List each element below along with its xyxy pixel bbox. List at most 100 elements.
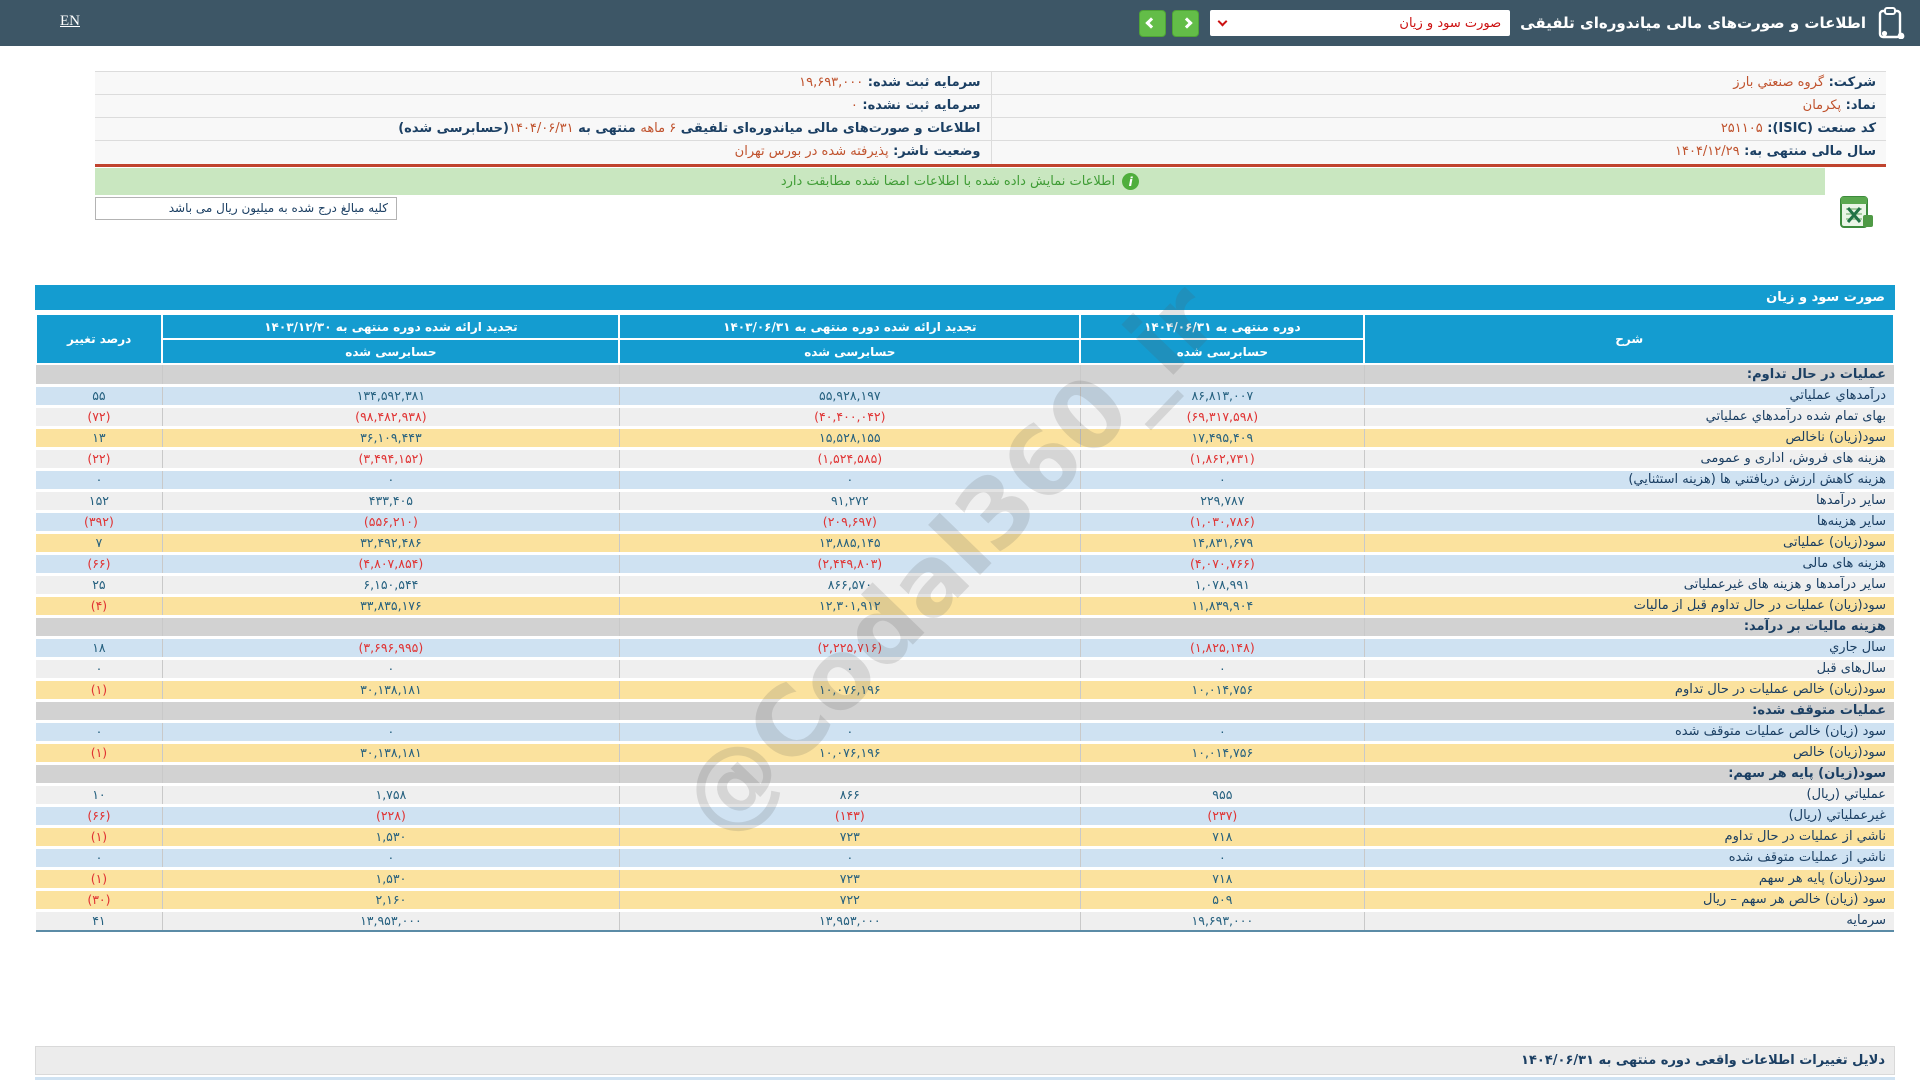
amount-value: ۲۲۹,۷۸۷ [1080, 490, 1364, 511]
info-value: پکرمان [1803, 98, 1841, 113]
table-row: سود(زیان) پایه هر سهم۷۱۸۷۲۳۱,۵۳۰(۱) [36, 868, 1894, 889]
info-label: منتهی به [574, 121, 641, 136]
amount-value: (۲,۴۴۹,۸۰۳) [619, 553, 1080, 574]
changes-reasons-accordion[interactable]: دلایل تغییرات اطلاعات واقعی دوره منتهی ب… [35, 1046, 1895, 1075]
percent-change-value: (۶۶) [36, 805, 162, 826]
info-value: پذیرفته شده در بورس تهران [735, 144, 889, 159]
clipboard-icon [1876, 7, 1906, 39]
company-info-left-column: سرمایه ثبت شده: ۱۹,۶۹۳,۰۰۰ سرمایه ثبت نشد… [95, 72, 991, 164]
percent-change-value: (۱) [36, 826, 162, 847]
next-statement-button[interactable] [1172, 10, 1199, 37]
amount-value [619, 763, 1080, 784]
amount-value: (۲۰۹,۶۹۷) [619, 511, 1080, 532]
excel-export-icon[interactable] [1838, 195, 1874, 229]
amount-value [619, 616, 1080, 637]
company-info-row: سرمایه ثبت نشده: ۰ [95, 95, 991, 118]
amount-value: ۰ [162, 721, 619, 742]
amount-value: ۷۲۲ [619, 889, 1080, 910]
amount-value [1080, 364, 1364, 385]
percent-change-value: (۳۰) [36, 889, 162, 910]
table-row: عملياتي (ريال)۹۵۵۸۶۶۱,۷۵۸۱۰ [36, 784, 1894, 805]
income-statement-section: صورت سود و زیان شرح دوره منتهی به ۱۴۰۴/۰… [35, 285, 1895, 932]
table-row: هزینه های مالی(۴,۰۷۰,۷۶۶)(۲,۴۴۹,۸۰۳)(۴,۸… [36, 553, 1894, 574]
amount-value: ۷۱۸ [1080, 826, 1364, 847]
language-toggle-en[interactable]: EN [60, 13, 80, 30]
info-label: نماد: [1841, 98, 1876, 113]
table-title: صورت سود و زیان [35, 285, 1895, 310]
table-row: سود(زیان) عملیات در حال تداوم قبل از مال… [36, 595, 1894, 616]
amount-value: (۲,۲۲۵,۷۱۶) [619, 637, 1080, 658]
percent-change-value: (۶۶) [36, 553, 162, 574]
percent-change-value: ۰ [36, 658, 162, 679]
amount-value: ۵۵,۹۲۸,۱۹۷ [619, 385, 1080, 406]
amount-value [1080, 700, 1364, 721]
company-info-row: وضعیت ناشر: پذیرفته شده در بورس تهران [95, 141, 991, 164]
percent-change-value: (۲۲) [36, 448, 162, 469]
amount-value: ۱۷,۴۹۵,۴۰۹ [1080, 427, 1364, 448]
amount-value: ۱۴,۸۳۱,۶۷۹ [1080, 532, 1364, 553]
amount-value: (۱۴۳) [619, 805, 1080, 826]
info-value: ۰ [851, 98, 858, 113]
amount-value [162, 763, 619, 784]
amount-value: ۴۳۳,۴۰۵ [162, 490, 619, 511]
row-label: سود(زیان) ناخالص [1364, 427, 1894, 448]
table-row: سود(زیان) خالص۱۰,۰۱۴,۷۵۶۱۰,۰۷۶,۱۹۶۳۰,۱۳۸… [36, 742, 1894, 763]
row-label: عملياتي (ريال) [1364, 784, 1894, 805]
statement-type-dropdown[interactable]: صورت سود و زیان [1210, 10, 1510, 36]
amount-value: (۲۲۸) [162, 805, 619, 826]
row-label: سود(زیان) پایه هر سهم [1364, 868, 1894, 889]
table-row: سایر هزینه‌ها(۱,۰۳۰,۷۸۶)(۲۰۹,۶۹۷)(۵۵۶,۲۱… [36, 511, 1894, 532]
info-label: کد صنعت (ISIC): [1763, 121, 1876, 136]
amount-value: ۸۶,۸۱۳,۰۰۷ [1080, 385, 1364, 406]
row-label: سایر درآمدها و هزینه های غیرعملیاتی [1364, 574, 1894, 595]
info-label: وضعیت ناشر: [889, 144, 981, 159]
amount-value: ۳۲,۴۹۲,۴۸۶ [162, 532, 619, 553]
previous-statement-button[interactable] [1139, 10, 1166, 37]
amount-value: ۰ [1080, 847, 1364, 868]
amount-value: ۰ [162, 469, 619, 490]
amount-value: ۶,۱۵۰,۵۴۴ [162, 574, 619, 595]
chevron-down-icon [1218, 17, 1228, 27]
amount-value: ۰ [1080, 469, 1364, 490]
percent-change-value: ۷ [36, 532, 162, 553]
info-label: شرکت: [1824, 75, 1876, 90]
table-row: سال جاري(۱,۸۲۵,۱۴۸)(۲,۲۲۵,۷۱۶)(۳,۶۹۶,۹۹۵… [36, 637, 1894, 658]
row-label: هزینه مالیات بر درآمد: [1364, 616, 1894, 637]
column-subheader-audited-1: حسابرسی شده [1080, 339, 1364, 364]
info-value: ۱۴۰۴/۱۲/۲۹ [1675, 144, 1740, 159]
column-header-percent-change: درصد تغییر [36, 314, 162, 364]
row-label: سود (زیان) خالص هر سهم – ریال [1364, 889, 1894, 910]
row-label: سود(زیان) خالص عملیات در حال تداوم [1364, 679, 1894, 700]
section-header-row: عملیات در حال تداوم: [36, 364, 1894, 385]
section-header-row: سود(زیان) پایه هر سهم: [36, 763, 1894, 784]
info-value: گروه صنعتي بارز [1733, 75, 1824, 90]
info-value: ۱۹,۶۹۳,۰۰۰ [799, 75, 863, 90]
row-label: سود (زیان) خالص عملیات متوقف شده [1364, 721, 1894, 742]
row-label: بهای تمام شده درآمدهاي عملياتي [1364, 406, 1894, 427]
percent-change-value [36, 364, 162, 385]
amount-value: (۳,۶۹۶,۹۹۵) [162, 637, 619, 658]
company-info-row: سال مالی منتهی به: ۱۴۰۴/۱۲/۲۹ [992, 141, 1887, 164]
amount-value: ۱,۷۵۸ [162, 784, 619, 805]
amount-value: (۱,۰۳۰,۷۸۶) [1080, 511, 1364, 532]
amount-value: ۳۰,۱۳۸,۱۸۱ [162, 679, 619, 700]
row-label: سایر هزینه‌ها [1364, 511, 1894, 532]
income-statement-table: شرح دوره منتهی به ۱۴۰۴/۰۶/۳۱ تجدید ارائه… [35, 313, 1895, 932]
signature-match-text: اطلاعات نمایش داده شده با اطلاعات امضا ش… [781, 174, 1115, 189]
amount-value: ۰ [1080, 658, 1364, 679]
row-label: غیرعملياتي (ريال) [1364, 805, 1894, 826]
info-label: سرمایه ثبت شده: [863, 75, 980, 90]
row-label: سود(زیان) عملیات در حال تداوم قبل از مال… [1364, 595, 1894, 616]
amount-value: (۴,۰۷۰,۷۶۶) [1080, 553, 1364, 574]
amount-value: ۱۰,۰۱۴,۷۵۶ [1080, 679, 1364, 700]
amount-value: ۱۹,۶۹۳,۰۰۰ [1080, 910, 1364, 931]
info-label: سال مالی منتهی به: [1740, 144, 1876, 159]
amount-value: ۰ [162, 847, 619, 868]
amount-value: ۰ [619, 469, 1080, 490]
amount-value: (۲۳۷) [1080, 805, 1364, 826]
table-row: سرمایه۱۹,۶۹۳,۰۰۰۱۳,۹۵۳,۰۰۰۱۳,۹۵۳,۰۰۰۴۱ [36, 910, 1894, 931]
row-label: سود(زیان) پایه هر سهم: [1364, 763, 1894, 784]
percent-change-value: ۱۳ [36, 427, 162, 448]
info-label: سرمایه ثبت نشده: [858, 98, 981, 113]
amount-value: ۷۲۳ [619, 826, 1080, 847]
